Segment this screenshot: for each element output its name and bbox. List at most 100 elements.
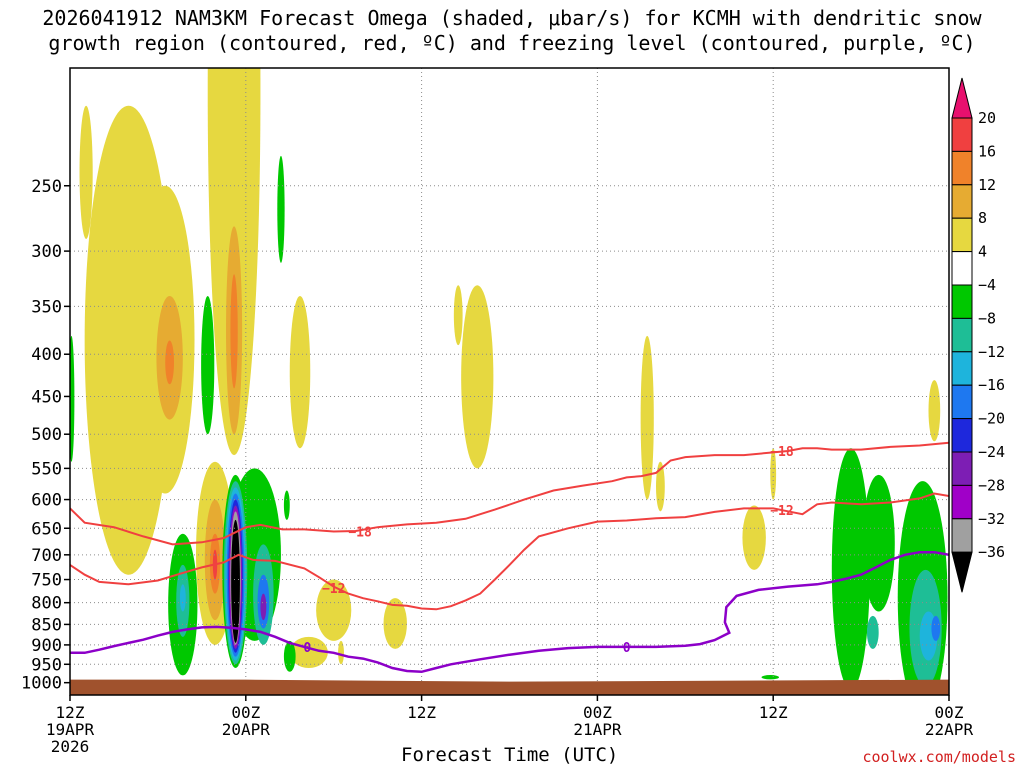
colorbar-label: −8	[978, 309, 996, 327]
y-axis: 2503003504004505005506006507007508008509…	[21, 177, 70, 694]
y-tick-label: 1000	[21, 674, 62, 694]
colorbar-label: −20	[978, 410, 1005, 428]
colorbar-label: 20	[978, 109, 996, 127]
omega-blob	[866, 615, 879, 649]
y-tick-label: 600	[31, 491, 62, 511]
omega-blob	[283, 490, 290, 520]
y-tick-label: 650	[31, 519, 62, 539]
colorbar-label: 12	[978, 176, 996, 194]
omega-blob	[742, 505, 766, 570]
contour-label: 0	[623, 641, 631, 656]
y-tick-label: 850	[31, 615, 62, 635]
colorbar-label: −12	[978, 343, 1005, 361]
omega-blob	[770, 448, 777, 500]
x-tick-label: 12Z	[759, 703, 788, 722]
dgz-contour	[70, 441, 949, 546]
colorbar-segment	[951, 184, 973, 219]
colorbar-label: −32	[978, 510, 1005, 528]
x-tick-label: 00Z	[583, 703, 612, 722]
x-tick-label: 12Z	[407, 703, 436, 722]
omega-blob	[165, 340, 175, 385]
dgz-contour	[70, 492, 949, 611]
omega-blob	[338, 640, 344, 665]
omega-blob	[230, 274, 238, 389]
site-credit: coolwx.com/models	[862, 748, 1016, 766]
x-tick-label: 21APR	[573, 720, 622, 739]
omega-blob	[316, 579, 352, 641]
omega-blob	[931, 615, 941, 641]
ground-layer	[70, 679, 949, 695]
contour-labels: −18 −18 −12 −12 0 0	[303, 445, 793, 656]
colorbar-bottom-arrow	[951, 551, 973, 593]
chart-title-line-1: 2026041912 NAM3KM Forecast Omega (shaded…	[42, 6, 982, 30]
y-tick-label: 800	[31, 594, 62, 614]
omega-blob	[231, 519, 240, 643]
y-tick-label: 500	[31, 425, 62, 445]
colorbar-label: 16	[978, 142, 996, 160]
omega-blob	[289, 295, 311, 449]
contour-label: −18	[348, 526, 372, 541]
omega-blob	[283, 640, 296, 672]
colorbar: 20 16 12 8 4 −4 −8 −12 −16 −20 −24 −28 −32 −36	[951, 77, 1005, 593]
colorbar-top-arrow	[951, 77, 973, 119]
y-tick-label: 550	[31, 459, 62, 479]
omega-blob	[928, 380, 941, 442]
y-tick-label: 250	[31, 177, 62, 197]
x-tick-label: 12Z	[56, 703, 85, 722]
ground-fill	[70, 679, 949, 695]
omega-blob	[383, 598, 407, 649]
x-tick-label: 00Z	[935, 703, 964, 722]
y-tick-label: 950	[31, 655, 62, 675]
y-tick-label: 400	[31, 345, 62, 365]
colorbar-segment	[951, 418, 973, 453]
colorbar-label: 8	[978, 209, 987, 227]
colorbar-segment	[951, 217, 973, 253]
omega-blob	[201, 295, 215, 435]
colorbar-segment	[951, 251, 973, 286]
omega-blob	[260, 593, 267, 621]
contour-label: −18	[770, 445, 794, 460]
y-tick-label: 700	[31, 546, 62, 566]
x-tick-label: 20APR	[222, 720, 271, 739]
omega-blob	[70, 335, 75, 462]
colorbar-label: −28	[978, 476, 1005, 494]
contour-lines	[70, 441, 949, 674]
omega-blob	[277, 155, 285, 263]
colorbar-label: −16	[978, 376, 1005, 394]
omega-blob	[640, 335, 654, 500]
x-tick-label: 22APR	[925, 720, 974, 739]
colorbar-segment	[951, 117, 973, 152]
x-tick-label: 00Z	[231, 703, 260, 722]
colorbar-label: −4	[978, 276, 996, 294]
omega-blob	[461, 285, 494, 469]
y-tick-label: 300	[31, 242, 62, 262]
colorbar-segment	[951, 451, 973, 486]
x-tick-label: 2026	[51, 737, 90, 756]
contour-label: −12	[770, 504, 793, 519]
colorbar-segment	[951, 484, 973, 520]
colorbar-segment	[951, 384, 973, 420]
omega-blob	[179, 584, 186, 612]
y-tick-label: 350	[31, 297, 62, 317]
y-tick-label: 750	[31, 571, 62, 591]
omega-blob	[862, 474, 895, 612]
y-tick-label: 900	[31, 636, 62, 656]
contour-label: 0	[303, 641, 311, 656]
x-tick-label: 19APR	[46, 720, 95, 739]
x-axis-label: Forecast Time (UTC)	[401, 744, 619, 766]
omega-blob	[656, 461, 665, 512]
colorbar-segment	[951, 284, 973, 319]
colorbar-segment	[951, 351, 973, 386]
colorbar-segment	[951, 317, 973, 353]
plot-frame	[69, 67, 950, 696]
omega-blob	[831, 448, 870, 690]
colorbar-segment	[951, 150, 973, 186]
omega-blob	[453, 285, 463, 346]
colorbar-label: 4	[978, 243, 987, 261]
omega-blob	[761, 675, 780, 680]
colorbar-segment	[951, 518, 973, 553]
colorbar-label: −24	[978, 443, 1005, 461]
omega-shading	[70, 68, 948, 695]
